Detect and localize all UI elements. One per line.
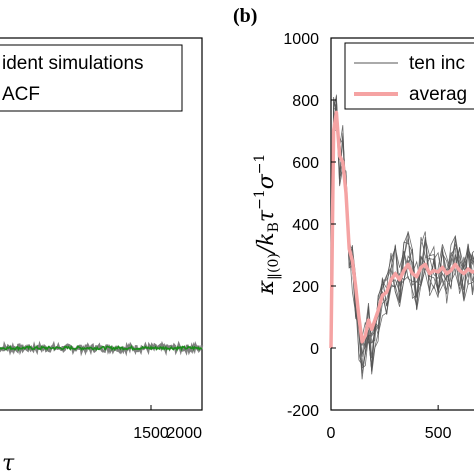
panel-b-ytick-label-5: 800 (292, 93, 319, 110)
panel-b-ytick-label-4: 600 (292, 155, 319, 172)
panel-b-average-line (329, 110, 474, 349)
panel-b-y-ticks: -200 0 200 400 600 800 1000 (283, 31, 336, 420)
panel-b-individual-line-5 (330, 107, 474, 349)
panel-b: (b) ten inc averag -200 0 200 400 600 800 1000… (233, 5, 474, 442)
panel-b-individual-line-4 (330, 94, 474, 380)
panel-b-individual-line-3 (330, 99, 474, 357)
panel-a-legend (0, 44, 183, 112)
panel-b-series (329, 94, 474, 380)
legend-entry-a-1: ACF (2, 84, 40, 105)
panel-b-ytick-label-3: 400 (292, 217, 319, 234)
legend-entry-b-0: ten inc (409, 53, 465, 74)
panel-a-series-1 (0, 344, 203, 352)
panel-b-legend (344, 42, 474, 110)
panel-a-frame (0, 37, 203, 411)
panel-b-label: (b) (233, 5, 257, 27)
panel-b-xtick-label-0: 0 (327, 425, 336, 442)
panel-b-xtick-label-1: 500 (425, 425, 452, 442)
legend-entry-a-0: ident simulations (2, 53, 144, 74)
panel-b-ytick-label-1: 0 (310, 341, 319, 358)
panel-b-individual-line-6 (330, 102, 474, 359)
panel-a-series (0, 340, 204, 357)
panel-b-ytick-label-2: 200 (292, 279, 319, 296)
panel-b-individual-line-1 (330, 96, 474, 371)
panel-b-individual-line-8 (330, 96, 474, 372)
panel-a-xtick-label-0: 1500 (133, 425, 169, 442)
panel-b-ytick-label-0: -200 (287, 403, 319, 420)
panel-b-ylabel: κ‖(0)/kBτ−1σ−1 (252, 154, 282, 296)
panel-b-x-ticks: 0 500 (327, 405, 452, 442)
legend-entry-b-1: averag (409, 84, 467, 105)
panel-a-xtick-label-1: 2000 (166, 425, 202, 442)
panel-b-individual-line-2 (330, 110, 474, 371)
panel-a-xlabel: τ (2, 451, 15, 474)
panel-b-individual-line-7 (330, 115, 474, 374)
panel-b-individual-line-9 (330, 101, 474, 369)
panel-b-ytick-label-6: 1000 (283, 31, 319, 48)
